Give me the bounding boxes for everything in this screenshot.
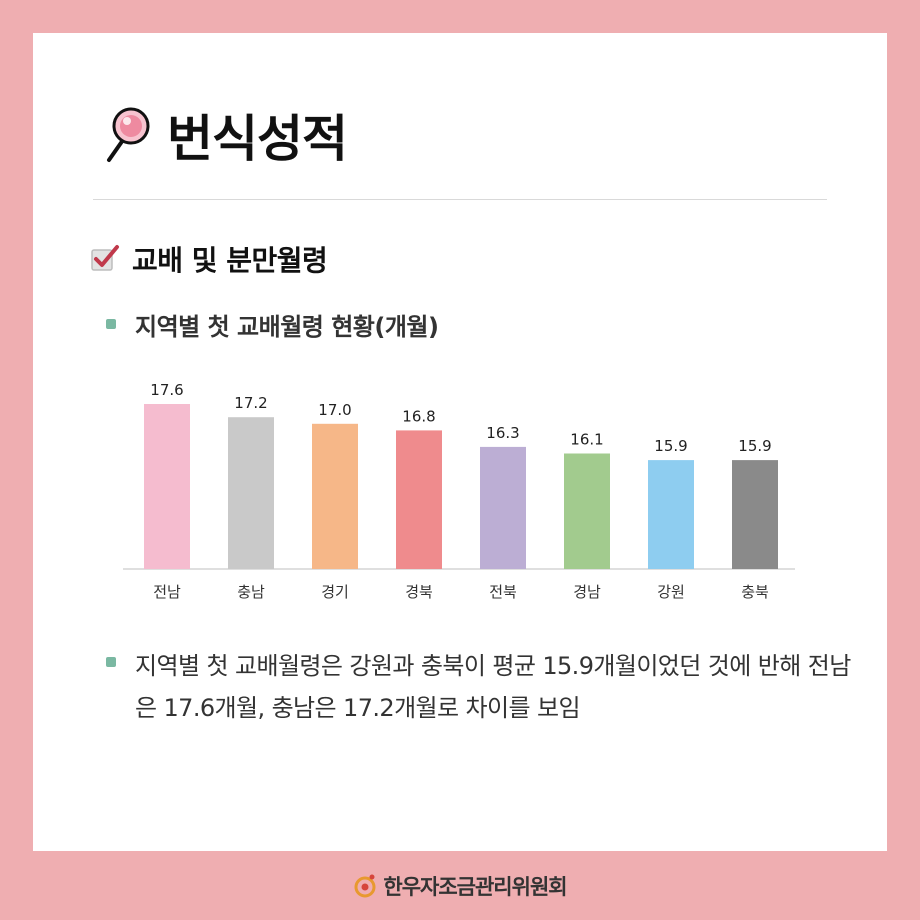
data-label-3: 17.0 (318, 401, 351, 419)
summary-note: 지역별 첫 교배월령은 강원과 충북이 평균 15.9개월이었던 것에 반해 전… (135, 652, 851, 722)
bar-4 (396, 430, 442, 569)
chart-subtitle: 지역별 첫 교배월령 현황(개월) (135, 313, 439, 341)
category-label-8: 충북 (741, 583, 769, 601)
data-label-8: 15.9 (738, 437, 771, 455)
data-label-1: 17.6 (150, 381, 183, 399)
bar-1 (144, 404, 190, 569)
section-header: 교배 및 분만월령 (90, 239, 328, 279)
data-label-2: 17.2 (234, 394, 267, 412)
bar-6 (564, 453, 610, 569)
category-label-5: 전북 (489, 583, 517, 601)
bar-2 (228, 417, 274, 569)
category-label-3: 경기 (321, 583, 349, 601)
data-label-5: 16.3 (486, 424, 519, 442)
content-card: 번식성적 교배 및 분만월령 지역별 첫 교배월령 현황(개월) 17.6 전남 1… (33, 33, 887, 851)
page-title: 번식성적 (167, 110, 348, 168)
title-divider (93, 199, 827, 200)
magnifier-icon (107, 107, 150, 162)
checkbox-icon (91, 245, 119, 271)
title-row: 번식성적 (103, 95, 348, 175)
category-label-6: 경남 (573, 583, 601, 601)
category-label-1: 전남 (153, 583, 181, 601)
logo-icon (354, 874, 376, 898)
bar-5 (480, 446, 526, 569)
category-label-2: 충남 (237, 583, 265, 601)
footer: 한우자조금관리위원회 (0, 868, 920, 904)
note-bullet (106, 657, 116, 667)
data-label-7: 15.9 (654, 437, 687, 455)
data-label-4: 16.8 (402, 407, 435, 425)
bar-chart: 17.6 전남 17.2 충남 17.0 경기 16.8 경북 16.3 전북 16.1 경남 15.9… (123, 381, 795, 601)
subtitle-bullet (106, 319, 116, 329)
bar-8 (732, 460, 778, 569)
section-title: 교배 및 분만월령 (132, 244, 328, 277)
footer-org-name: 한우자조금관리위원회 (383, 875, 567, 899)
bar-7 (648, 460, 694, 569)
data-label-6: 16.1 (570, 431, 603, 449)
category-label-7: 강원 (657, 583, 685, 601)
bar-3 (312, 423, 358, 569)
category-label-4: 경북 (405, 583, 433, 601)
